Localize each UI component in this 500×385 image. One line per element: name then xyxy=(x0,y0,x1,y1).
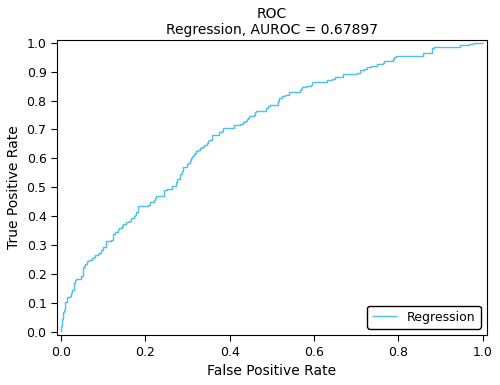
X-axis label: False Positive Rate: False Positive Rate xyxy=(208,364,336,378)
Y-axis label: True Positive Rate: True Positive Rate xyxy=(7,126,21,249)
Title: ROC
Regression, AUROC = 0.67897: ROC Regression, AUROC = 0.67897 xyxy=(166,7,378,37)
Regression xyxy=(58,330,64,335)
Regression xyxy=(462,43,468,48)
Regression xyxy=(164,188,170,192)
Legend: Regression: Regression xyxy=(367,306,480,329)
Regression xyxy=(368,64,374,68)
Regression xyxy=(480,40,486,45)
Regression xyxy=(470,40,476,45)
Regression xyxy=(68,290,74,294)
Regression xyxy=(440,45,446,49)
Line: Regression: Regression xyxy=(61,43,482,332)
Regression xyxy=(108,237,114,242)
